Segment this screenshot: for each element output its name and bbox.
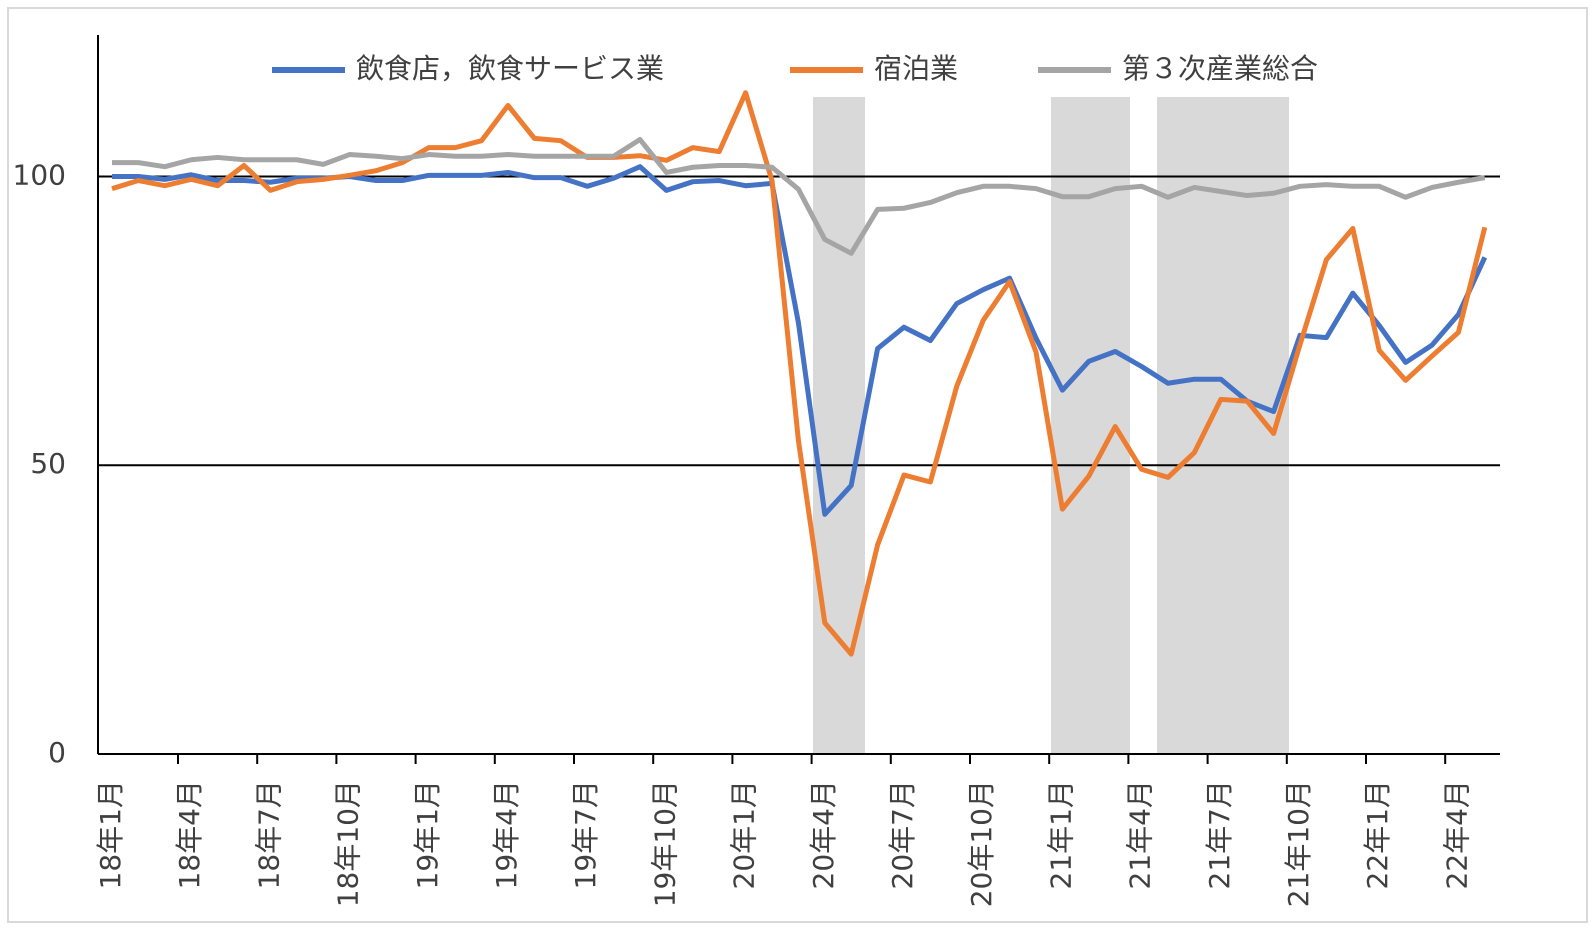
x-tick-label: 21年4月 <box>1124 780 1157 889</box>
legend: 飲食店，飲食サービス業 宿泊業 第３次産業総合 <box>272 52 1318 85</box>
x-tick-label: 18年7月 <box>252 780 285 889</box>
x-tick-label: 20年1月 <box>728 780 761 889</box>
x-tick-label: 20年4月 <box>807 780 840 889</box>
grid <box>98 175 1500 755</box>
x-tick-label: 19年1月 <box>411 780 444 889</box>
series-line <box>112 137 1486 256</box>
x-tick-label: 21年10月 <box>1282 780 1315 907</box>
y-tick-label: 0 <box>48 736 66 769</box>
x-tick-label: 18年4月 <box>173 780 206 889</box>
x-tick-label: 19年10月 <box>648 780 681 907</box>
x-tick-label: 21年7月 <box>1203 780 1236 889</box>
x-tick-label: 19年4月 <box>490 780 523 889</box>
x-tick-label: 22年1月 <box>1361 780 1394 889</box>
axes: 0 50 100 18年1月 18年4月 18年7月 18年10月 19年1月 19年4月 19年… <box>13 35 1500 907</box>
legend-label: 宿泊業 <box>874 52 958 85</box>
shaded-period <box>813 97 865 754</box>
x-tick-label: 22年4月 <box>1440 780 1473 889</box>
x-tick-label: 18年1月 <box>94 780 127 889</box>
lines <box>111 90 1488 657</box>
legend-label: 第３次産業総合 <box>1122 52 1318 85</box>
chart-frame <box>7 7 1588 923</box>
x-tick-label: 20年7月 <box>886 780 919 889</box>
x-tick-label: 18年10月 <box>332 780 365 907</box>
y-tick-label: 50 <box>30 447 66 480</box>
x-tick-label: 21年1月 <box>1044 780 1077 889</box>
series-line <box>111 90 1488 657</box>
x-tick-label: 20年10月 <box>965 780 998 907</box>
x-tick-label: 19年7月 <box>569 780 602 889</box>
y-tick-label: 100 <box>13 158 66 191</box>
legend-label: 飲食店，飲食サービス業 <box>356 52 664 85</box>
